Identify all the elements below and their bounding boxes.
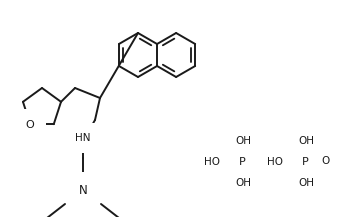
Text: O: O	[26, 120, 34, 130]
Text: O: O	[258, 156, 266, 166]
Text: OH: OH	[298, 178, 314, 188]
Text: OH: OH	[235, 136, 251, 146]
Text: OH: OH	[235, 178, 251, 188]
Text: OH: OH	[298, 136, 314, 146]
Text: HN: HN	[75, 133, 91, 143]
Text: N: N	[79, 184, 87, 197]
Text: P: P	[238, 157, 245, 167]
Text: HO: HO	[267, 157, 283, 167]
Text: HO: HO	[204, 157, 220, 167]
Text: O: O	[321, 156, 329, 166]
Text: P: P	[302, 157, 309, 167]
